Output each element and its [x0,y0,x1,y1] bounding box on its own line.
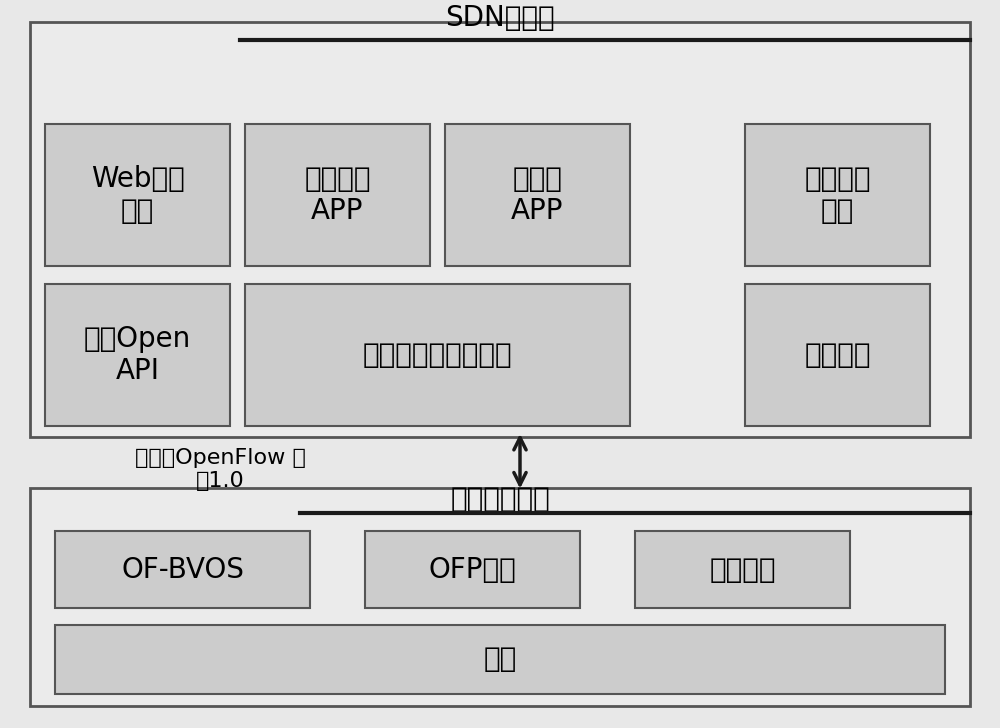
Bar [745,124,930,266]
Text: 故障检测
APP: 故障检测 APP [304,165,371,225]
Bar [445,124,630,266]
Bar [365,531,580,608]
Text: SDN控制器: SDN控制器 [445,4,555,32]
Text: 网络拓扑信息数据库: 网络拓扑信息数据库 [363,341,512,369]
Text: OFP代理: OFP代理 [429,555,516,584]
Bar [55,625,945,694]
Text: 预计算
APP: 预计算 APP [511,165,564,225]
Bar [635,531,850,608]
Bar [245,284,630,426]
Bar [55,531,310,608]
Text: 前向Open
API: 前向Open API [84,325,191,385]
Text: 插件程序
模块: 插件程序 模块 [804,165,871,225]
Bar [245,124,430,266]
Text: 其他: 其他 [483,645,517,673]
Text: 网络抽象: 网络抽象 [804,341,871,369]
Bar [30,22,970,437]
Text: 扩展的OpenFlow 协
议1.0: 扩展的OpenFlow 协 议1.0 [135,448,305,491]
Text: OF-BVOS: OF-BVOS [121,555,244,584]
Bar [30,488,970,706]
Bar [45,124,230,266]
Bar [745,284,930,426]
Text: 网关设备: 网关设备 [709,555,776,584]
Bar [45,284,230,426]
Text: 基础网络架构: 基础网络架构 [450,485,550,513]
Text: Web管理
平台: Web管理 平台 [91,165,184,225]
